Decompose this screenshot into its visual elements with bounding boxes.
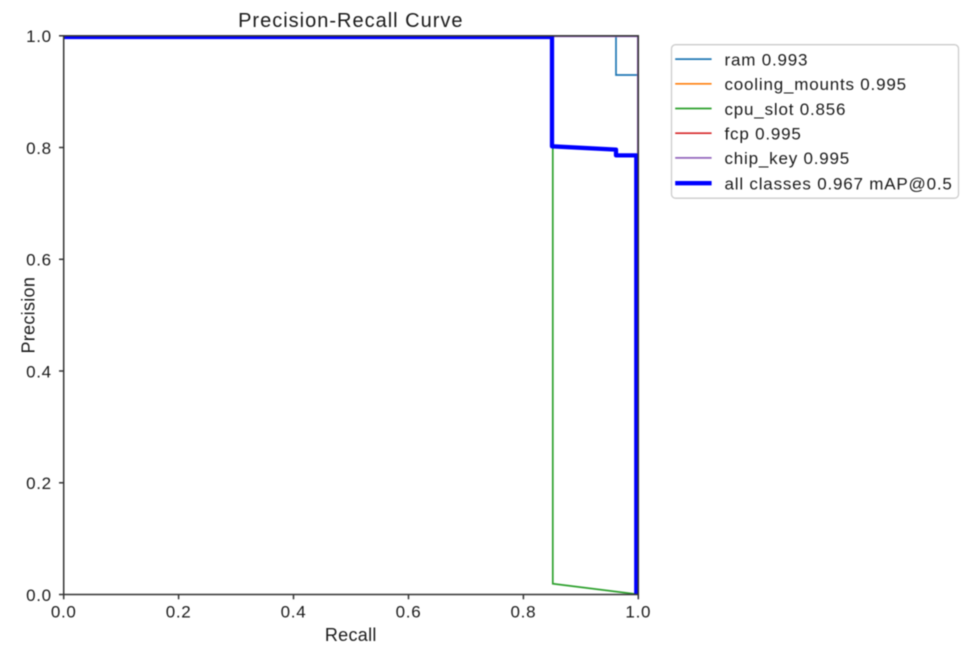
svg-text:Precision-Recall Curve: Precision-Recall Curve xyxy=(238,10,463,32)
svg-text:0.4: 0.4 xyxy=(281,602,307,621)
svg-text:ram 0.993: ram 0.993 xyxy=(725,50,809,69)
svg-text:Precision: Precision xyxy=(18,277,38,354)
svg-text:0.8: 0.8 xyxy=(511,602,537,621)
svg-text:0.0: 0.0 xyxy=(26,586,52,605)
svg-text:0.6: 0.6 xyxy=(396,602,422,621)
svg-text:1.0: 1.0 xyxy=(26,27,52,46)
svg-text:1.0: 1.0 xyxy=(625,602,651,621)
svg-text:chip_key 0.995: chip_key 0.995 xyxy=(725,149,851,168)
svg-text:all classes 0.967 mAP@0.5: all classes 0.967 mAP@0.5 xyxy=(725,175,953,194)
svg-text:0.4: 0.4 xyxy=(26,362,52,381)
svg-text:0.2: 0.2 xyxy=(166,602,192,621)
svg-text:0.0: 0.0 xyxy=(51,602,77,621)
svg-text:0.8: 0.8 xyxy=(26,139,52,158)
svg-text:Recall: Recall xyxy=(325,625,377,645)
svg-text:cooling_mounts 0.995: cooling_mounts 0.995 xyxy=(725,75,907,94)
svg-text:fcp 0.995: fcp 0.995 xyxy=(725,125,802,144)
svg-text:0.6: 0.6 xyxy=(26,251,52,270)
svg-text:cpu_slot 0.856: cpu_slot 0.856 xyxy=(725,100,847,119)
svg-text:0.2: 0.2 xyxy=(26,474,52,493)
